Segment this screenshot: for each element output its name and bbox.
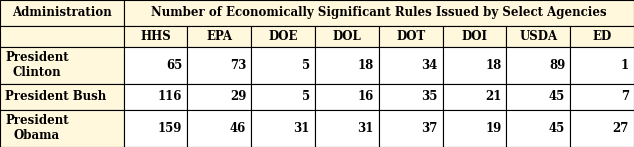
Text: President Bush: President Bush (5, 90, 107, 103)
Text: 34: 34 (421, 59, 437, 72)
Bar (0, 110, 124, 147)
Bar (124, 0, 634, 26)
Text: 65: 65 (166, 59, 183, 72)
Bar (443, 47, 507, 84)
Text: DOI: DOI (462, 30, 488, 43)
Bar (570, 110, 634, 147)
Text: USDA: USDA (519, 30, 557, 43)
Bar (378, 26, 443, 47)
Text: 29: 29 (230, 90, 246, 103)
Bar (188, 110, 251, 147)
Text: 27: 27 (612, 122, 629, 135)
Text: 7: 7 (621, 90, 629, 103)
Bar (570, 84, 634, 110)
Bar (443, 84, 507, 110)
Bar (188, 84, 251, 110)
Bar (124, 110, 188, 147)
Bar (507, 84, 570, 110)
Text: 159: 159 (158, 122, 183, 135)
Text: Number of Economically Significant Rules Issued by Select Agencies: Number of Economically Significant Rules… (151, 6, 607, 19)
Bar (0, 26, 124, 47)
Text: EPA: EPA (206, 30, 232, 43)
Text: 73: 73 (230, 59, 246, 72)
Bar (0, 47, 124, 84)
Bar (0, 0, 124, 26)
Text: DOE: DOE (268, 30, 298, 43)
Bar (378, 47, 443, 84)
Text: 18: 18 (358, 59, 374, 72)
Text: DOL: DOL (333, 30, 361, 43)
Bar (315, 110, 379, 147)
Text: 37: 37 (421, 122, 437, 135)
Bar (378, 110, 443, 147)
Bar (315, 26, 379, 47)
Text: Administration: Administration (12, 6, 112, 19)
Text: 116: 116 (158, 90, 183, 103)
Text: 21: 21 (485, 90, 501, 103)
Bar (251, 84, 315, 110)
Bar (251, 26, 315, 47)
Bar (251, 110, 315, 147)
Bar (124, 84, 188, 110)
Bar (378, 84, 443, 110)
Text: President
Obama: President Obama (5, 114, 68, 142)
Bar (570, 47, 634, 84)
Bar (188, 26, 251, 47)
Bar (188, 47, 251, 84)
Bar (443, 110, 507, 147)
Text: 31: 31 (294, 122, 310, 135)
Bar (315, 47, 379, 84)
Bar (507, 26, 570, 47)
Text: HHS: HHS (140, 30, 171, 43)
Bar (315, 84, 379, 110)
Text: 1: 1 (621, 59, 629, 72)
Bar (443, 26, 507, 47)
Text: DOT: DOT (396, 30, 425, 43)
Text: 89: 89 (549, 59, 565, 72)
Text: 46: 46 (230, 122, 246, 135)
Text: 31: 31 (358, 122, 374, 135)
Text: President
Clinton: President Clinton (5, 51, 68, 79)
Bar (124, 47, 188, 84)
Text: 18: 18 (485, 59, 501, 72)
Text: 19: 19 (485, 122, 501, 135)
Text: 5: 5 (302, 59, 310, 72)
Text: 5: 5 (302, 90, 310, 103)
Bar (251, 47, 315, 84)
Text: 35: 35 (421, 90, 437, 103)
Text: 45: 45 (549, 90, 565, 103)
Bar (0, 84, 124, 110)
Text: 16: 16 (358, 90, 374, 103)
Bar (507, 47, 570, 84)
Bar (570, 26, 634, 47)
Text: ED: ED (593, 30, 612, 43)
Text: 45: 45 (549, 122, 565, 135)
Bar (507, 110, 570, 147)
Bar (124, 26, 188, 47)
